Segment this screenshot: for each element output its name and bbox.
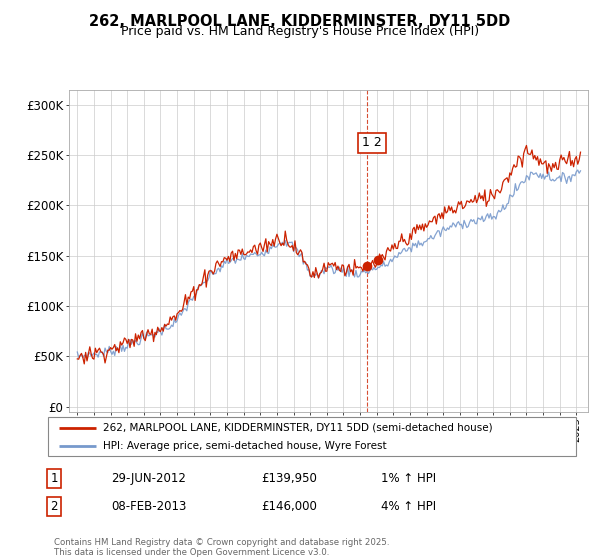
- Text: £146,000: £146,000: [261, 500, 317, 514]
- FancyBboxPatch shape: [48, 417, 576, 456]
- Text: 262, MARLPOOL LANE, KIDDERMINSTER, DY11 5DD (semi-detached house): 262, MARLPOOL LANE, KIDDERMINSTER, DY11 …: [103, 423, 493, 433]
- Text: 1 2: 1 2: [362, 137, 382, 150]
- Text: Contains HM Land Registry data © Crown copyright and database right 2025.
This d: Contains HM Land Registry data © Crown c…: [54, 538, 389, 557]
- Text: 1% ↑ HPI: 1% ↑ HPI: [381, 472, 436, 486]
- Text: 29-JUN-2012: 29-JUN-2012: [111, 472, 186, 486]
- Text: £139,950: £139,950: [261, 472, 317, 486]
- Text: 1: 1: [50, 472, 58, 486]
- Text: 08-FEB-2013: 08-FEB-2013: [111, 500, 187, 514]
- Text: 262, MARLPOOL LANE, KIDDERMINSTER, DY11 5DD: 262, MARLPOOL LANE, KIDDERMINSTER, DY11 …: [89, 14, 511, 29]
- Text: 2: 2: [50, 500, 58, 514]
- Text: Price paid vs. HM Land Registry's House Price Index (HPI): Price paid vs. HM Land Registry's House …: [121, 25, 479, 38]
- Text: HPI: Average price, semi-detached house, Wyre Forest: HPI: Average price, semi-detached house,…: [103, 441, 387, 451]
- Text: 4% ↑ HPI: 4% ↑ HPI: [381, 500, 436, 514]
